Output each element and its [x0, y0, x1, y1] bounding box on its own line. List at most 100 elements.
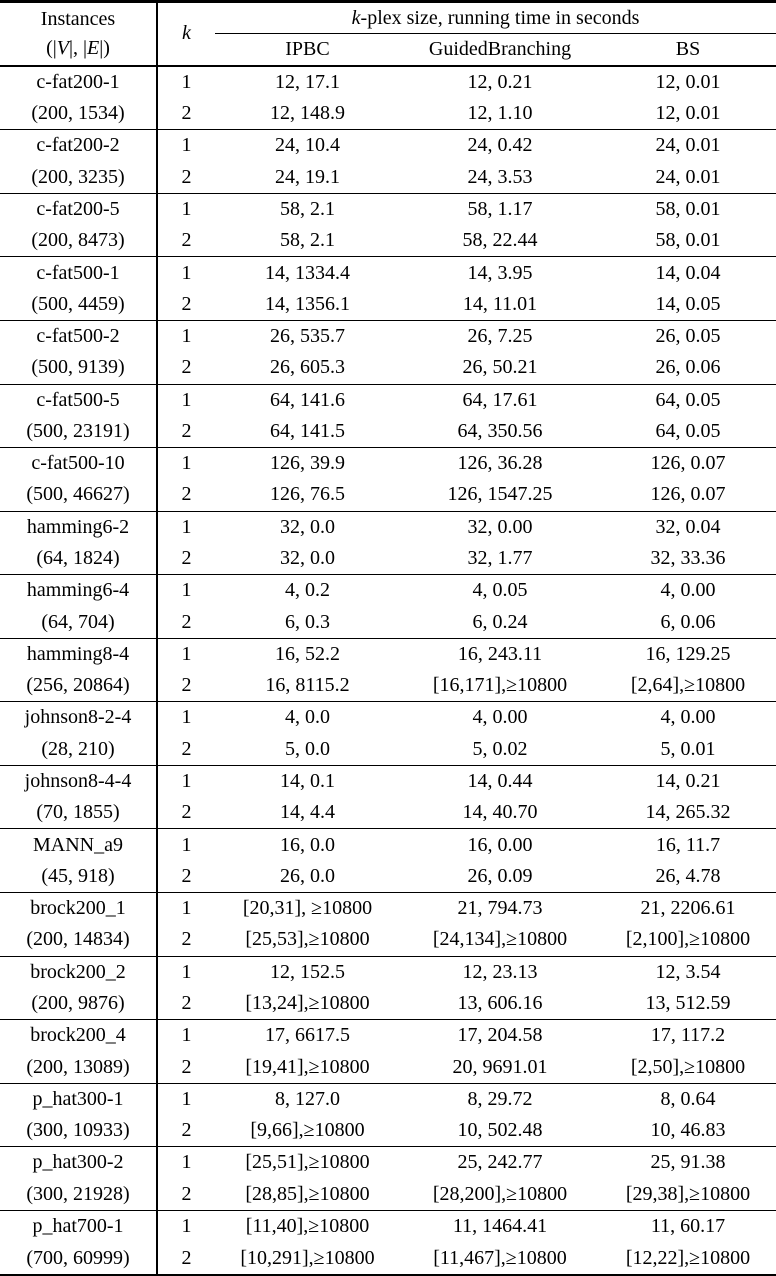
guidedbranching-value-cell: 4, 0.00 — [400, 701, 600, 734]
bs-value-cell: 4, 0.00 — [600, 574, 776, 607]
k-value-cell: 1 — [157, 892, 215, 925]
bs-value-cell: 12, 0.01 — [600, 64, 776, 98]
instance-row-k1: c-fat200-1 1 12, 17.1 12, 0.21 12, 0.01 — [0, 64, 776, 98]
k-value-cell: 2 — [181, 1182, 192, 1205]
instance-name-cell: brock200_4 — [0, 1019, 158, 1052]
header-row-2: IPBC GuidedBranching BS — [0, 33, 776, 67]
guidedbranching-value-cell: 26, 0.09 — [467, 864, 533, 887]
column-header-guidedbranching: GuidedBranching — [400, 33, 600, 67]
guidedbranching-value-cell: 13, 606.16 — [457, 991, 543, 1014]
instance-ve-cell: (200, 13089) — [0, 1051, 158, 1084]
guidedbranching-value-cell: 16, 0.00 — [400, 828, 600, 861]
ipbc-value-cell: 16, 0.0 — [215, 828, 400, 861]
ipbc-value-cell: 4, 0.2 — [215, 574, 400, 607]
instance-row-k2: (300, 10933) 2 [9,66],≥10800 10, 502.48 10, … — [0, 1114, 776, 1147]
guidedbranching-value-cell: 26, 7.25 — [400, 319, 600, 353]
ipbc-value-cell: 16, 8115.2 — [265, 674, 350, 697]
guidedbranching-value-cell: 16, 243.11 — [400, 637, 600, 671]
e-symbol: E — [87, 36, 100, 59]
instance-ve-cell: (500, 4459) — [0, 288, 158, 321]
ipbc-value-cell: [10,291],≥10800 — [240, 1246, 375, 1269]
ve-part-open: (| — [46, 36, 57, 59]
column-header-bs: BS — [600, 33, 776, 67]
guidedbranching-value-cell: [24,134],≥10800 — [432, 928, 568, 951]
instance-row-k1: hamming6-2 1 32, 0.0 32, 0.00 32, 0.04 — [0, 510, 776, 543]
instance-name-cell: hamming6-4 — [0, 574, 158, 607]
bs-value-cell: 12, 0.01 — [655, 102, 721, 125]
guidedbranching-value-cell: 14, 40.70 — [462, 801, 538, 824]
instance-ve-cell: (200, 8473) — [0, 225, 158, 257]
instance-row-k1: c-fat200-2 1 24, 10.4 24, 0.42 24, 0.01 — [0, 129, 776, 162]
bs-value-cell: [12,22],≥10800 — [625, 1246, 751, 1269]
k-value-cell: 2 — [181, 801, 192, 824]
guidedbranching-value-cell: 12, 23.13 — [400, 955, 600, 988]
k-value-cell: 1 — [157, 319, 215, 353]
ipbc-value-cell: 126, 76.5 — [270, 483, 345, 506]
ipbc-value-cell: 12, 17.1 — [215, 64, 400, 98]
guidedbranching-value-cell: 6, 0.24 — [472, 610, 528, 633]
k-value-cell: 1 — [157, 447, 215, 480]
instance-ve-cell: (700, 60999) — [0, 1242, 158, 1275]
instance-row-k1: c-fat500-1 1 14, 1334.4 14, 3.95 14, 0.04 — [0, 256, 776, 289]
guidedbranching-value-cell: 17, 204.58 — [400, 1019, 600, 1052]
k-symbol-group-title: k — [351, 6, 361, 29]
instance-name-cell: hamming8-4 — [0, 637, 158, 671]
instance-row-k1: hamming8-4 1 16, 52.2 16, 243.11 16, 129.25 — [0, 637, 776, 671]
guidedbranching-value-cell: 14, 11.01 — [462, 292, 538, 315]
guidedbranching-value-cell: 12, 1.10 — [467, 102, 533, 125]
k-value-cell: 2 — [181, 674, 192, 697]
guidedbranching-value-cell: 58, 1.17 — [400, 192, 600, 226]
guidedbranching-value-cell: [16,171],≥10800 — [432, 674, 568, 697]
k-symbol: k — [182, 22, 191, 45]
guidedbranching-value-cell: 25, 242.77 — [400, 1146, 600, 1179]
ipbc-value-cell: 14, 4.4 — [280, 801, 335, 824]
instance-name-cell: c-fat200-5 — [0, 192, 158, 226]
ipbc-value-cell: 12, 152.5 — [215, 955, 400, 988]
instance-row-k1: c-fat500-10 1 126, 39.9 126, 36.28 126, 0.07 — [0, 447, 776, 480]
instance-row-k1: p_hat300-2 1 [25,51],≥10800 25, 242.77 25, 9… — [0, 1146, 776, 1179]
guidedbranching-value-cell: 12, 0.21 — [400, 64, 600, 98]
ipbc-value-cell: [19,41],≥10800 — [245, 1055, 370, 1078]
bs-value-cell: 25, 91.38 — [600, 1146, 776, 1179]
bs-value-cell: 32, 33.36 — [650, 547, 726, 570]
k-value-cell: 2 — [181, 102, 192, 125]
k-value-cell: 1 — [157, 510, 215, 543]
ipbc-value-cell: 126, 39.9 — [215, 447, 400, 480]
k-value-cell: 1 — [157, 828, 215, 861]
instance-row-k2: (300, 21928) 2 [28,85],≥10800 [28,200],≥108… — [0, 1178, 776, 1211]
ipbc-value-cell: [25,53],≥10800 — [245, 928, 370, 951]
bs-value-cell: 64, 0.05 — [600, 383, 776, 416]
ipbc-value-cell: [9,66],≥10800 — [250, 1119, 365, 1142]
instance-name-cell: c-fat500-2 — [0, 319, 158, 353]
guidedbranching-value-cell: 64, 350.56 — [457, 419, 543, 442]
instance-row-k1: c-fat500-5 1 64, 141.6 64, 17.61 64, 0.05 — [0, 383, 776, 416]
v-symbol: V — [56, 36, 69, 59]
instance-name-cell: brock200_2 — [0, 955, 158, 988]
ipbc-value-cell: [13,24],≥10800 — [245, 991, 370, 1014]
instance-ve-cell: (70, 1855) — [0, 797, 158, 829]
k-value-cell: 1 — [157, 764, 215, 798]
instance-name-cell: c-fat500-5 — [0, 383, 158, 416]
instance-ve-cell: (200, 9876) — [0, 987, 158, 1020]
guidedbranching-value-cell: 14, 3.95 — [400, 256, 600, 289]
k-value-cell: 1 — [157, 1146, 215, 1179]
k-value-cell: 1 — [157, 1082, 215, 1115]
guidedbranching-value-cell: 126, 1547.25 — [447, 483, 553, 506]
instance-row-k2: (256, 20864) 2 16, 8115.2 [16,171],≥10800 [2… — [0, 670, 776, 702]
k-value-cell: 2 — [181, 928, 192, 951]
bs-value-cell: 26, 0.06 — [655, 356, 721, 379]
ipbc-value-cell: 16, 52.2 — [215, 637, 400, 671]
ipbc-value-cell: 17, 6617.5 — [215, 1019, 400, 1052]
instance-ve-cell: (200, 14834) — [0, 924, 158, 957]
ve-part-mid: |, | — [68, 36, 87, 59]
k-value-cell: 1 — [157, 129, 215, 162]
guidedbranching-value-cell: 24, 0.42 — [400, 129, 600, 162]
ipbc-value-cell: 12, 148.9 — [270, 102, 345, 125]
bs-value-cell: [29,38],≥10800 — [625, 1182, 751, 1205]
bs-value-cell: 24, 0.01 — [600, 129, 776, 162]
guidedbranching-value-cell: [28,200],≥10800 — [432, 1182, 568, 1205]
instance-ve-cell: (64, 1824) — [0, 542, 158, 575]
instance-ve-cell: (256, 20864) — [0, 670, 158, 702]
instance-name-cell: p_hat700-1 — [0, 1209, 158, 1243]
instance-name-cell: c-fat200-1 — [0, 64, 158, 98]
